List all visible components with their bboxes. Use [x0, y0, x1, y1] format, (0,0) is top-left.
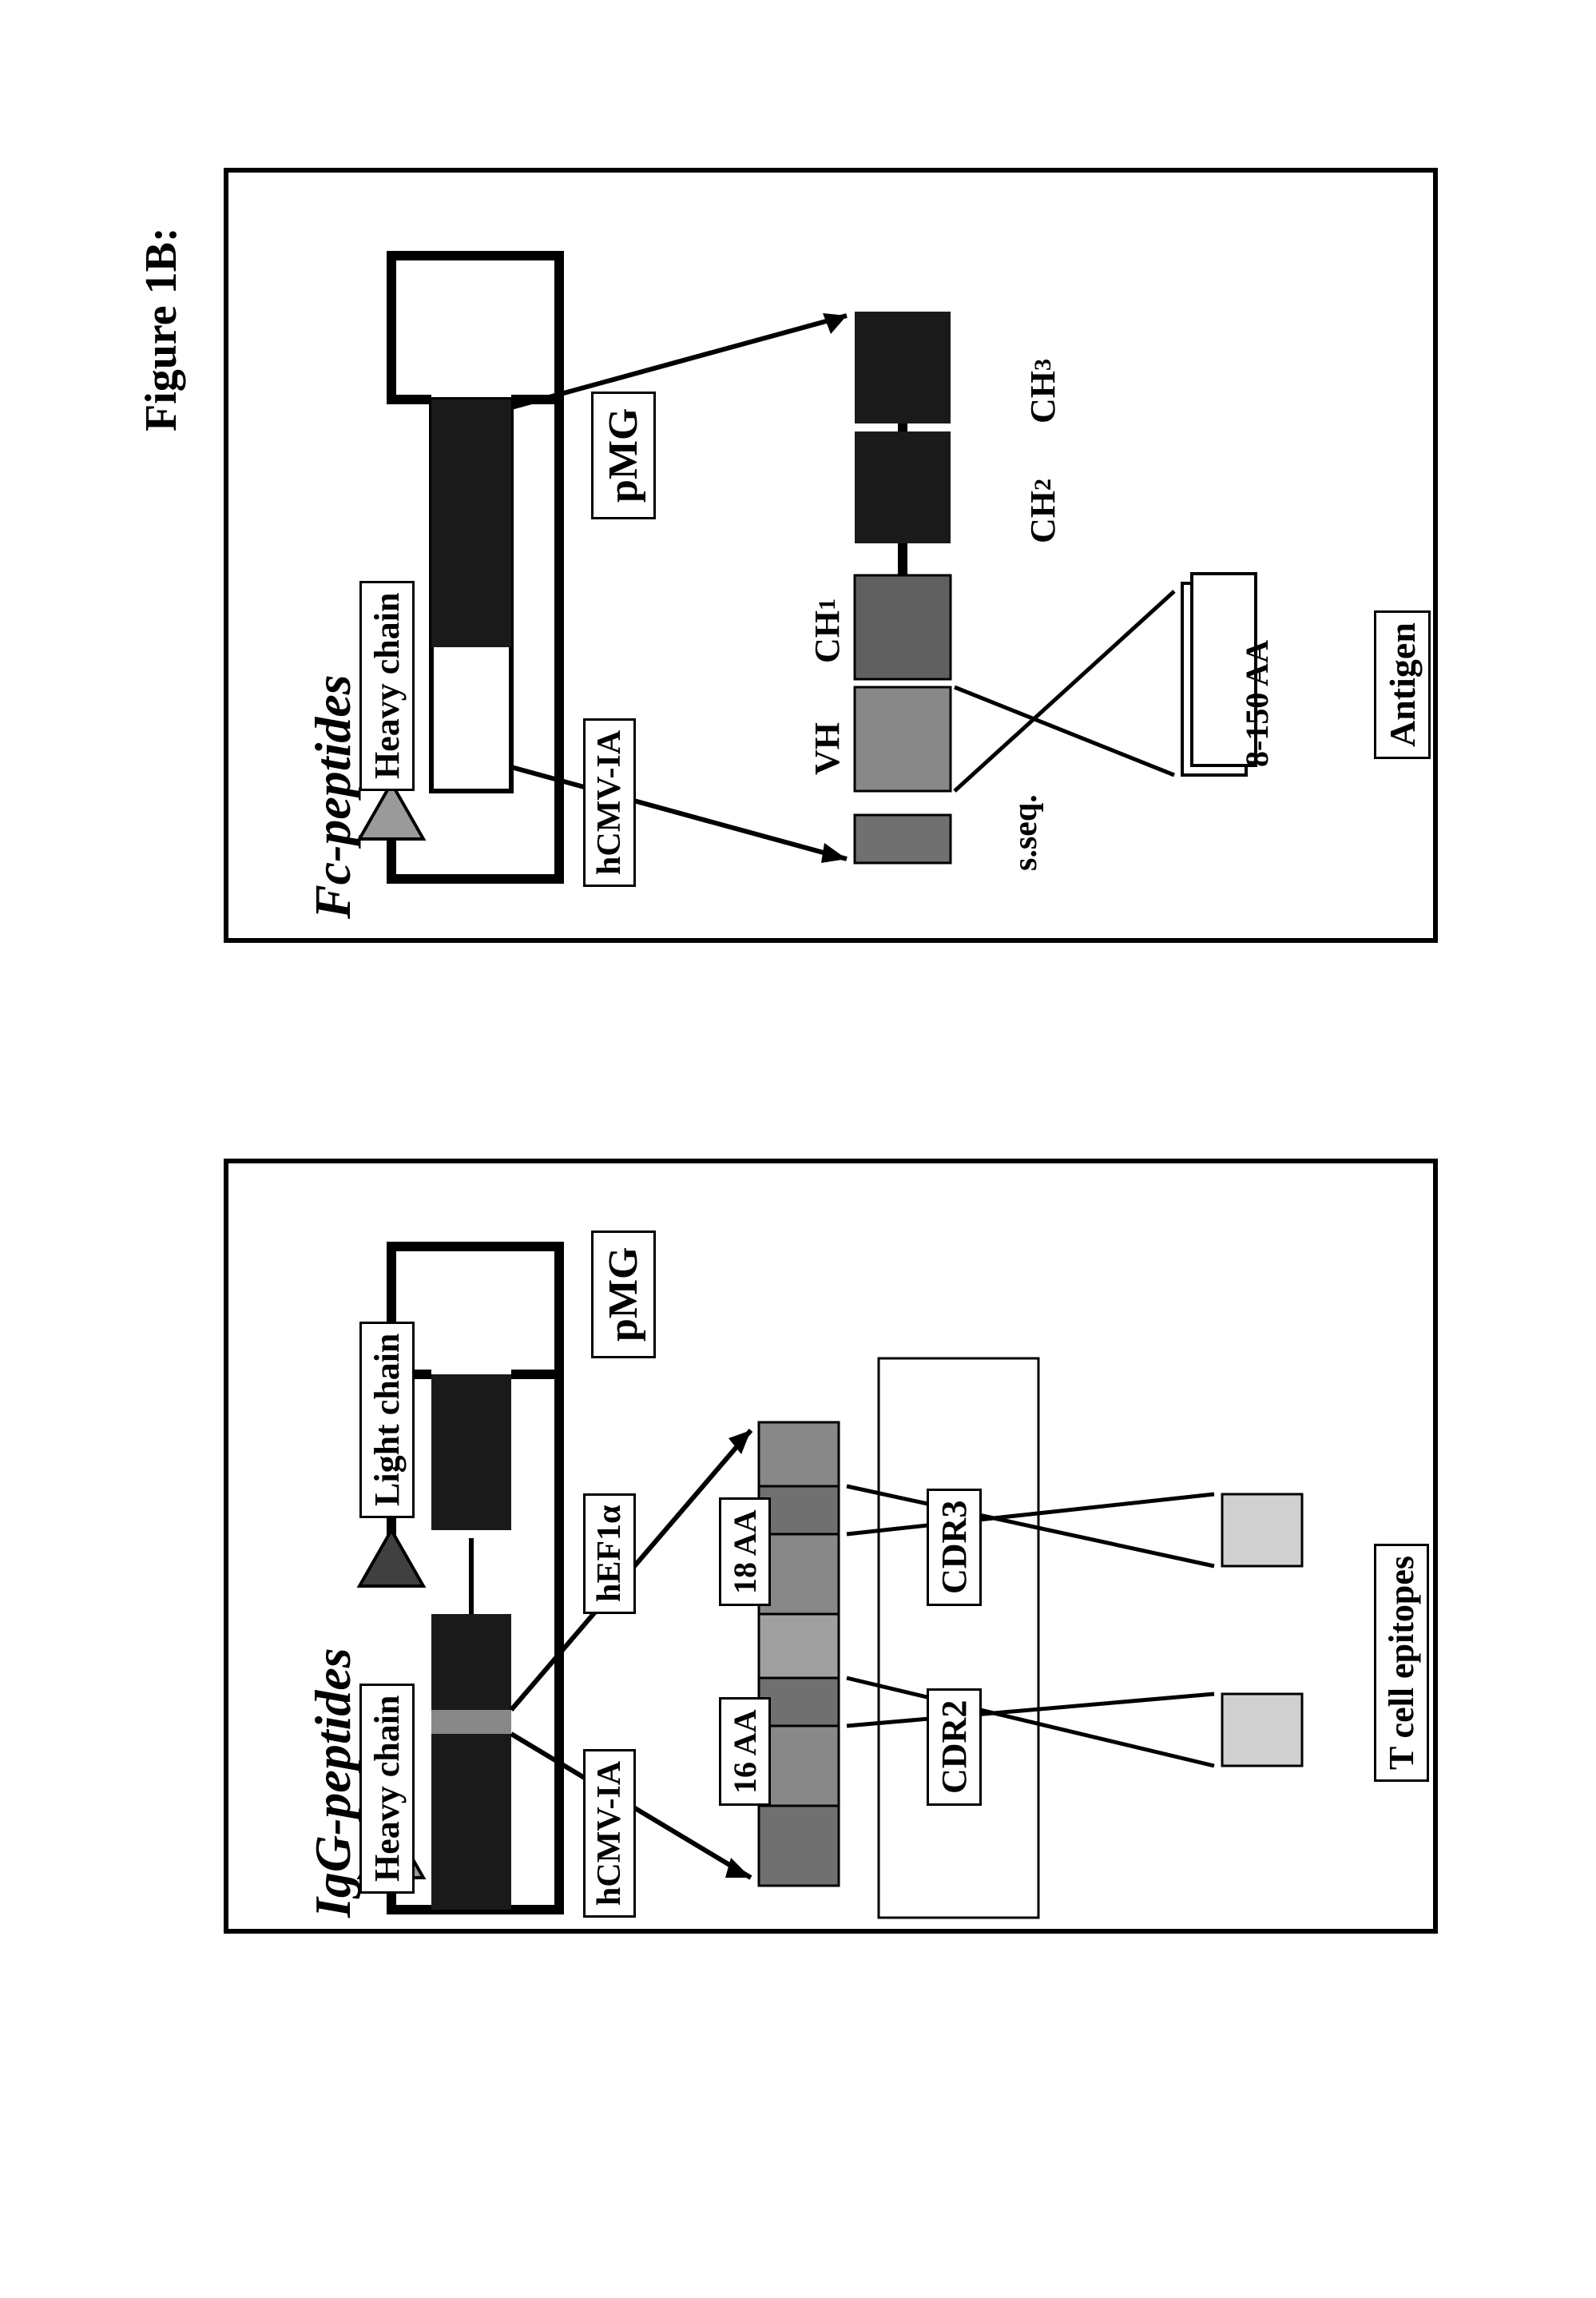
right-antigen-aa-label: 8-150 AA	[1238, 640, 1276, 767]
right-pmg-label: pMG	[591, 392, 656, 519]
ch2-sub: 2	[1030, 479, 1057, 491]
right-ch2-label: CH2	[1022, 479, 1063, 543]
ch1-text: CH	[807, 610, 848, 663]
right-ch3-label: CH3	[1022, 359, 1063, 423]
ch2-text: CH	[1022, 491, 1063, 543]
ch3-text: CH	[1022, 371, 1063, 423]
right-heavy-chain-label: Heavy chain	[359, 581, 415, 791]
right-ch1-label: CH1	[807, 598, 848, 663]
right-sseq-label: s.seq.	[1006, 794, 1045, 871]
right-hcmv-label: hCMV-IA	[583, 718, 636, 887]
right-vh-label: VH	[807, 722, 848, 775]
ch3-sub: 3	[1030, 359, 1057, 371]
ch1-sub: 1	[814, 598, 841, 610]
right-antigen-label: Antigen	[1374, 610, 1431, 759]
panel-right-graphics	[0, 0, 1596, 2298]
